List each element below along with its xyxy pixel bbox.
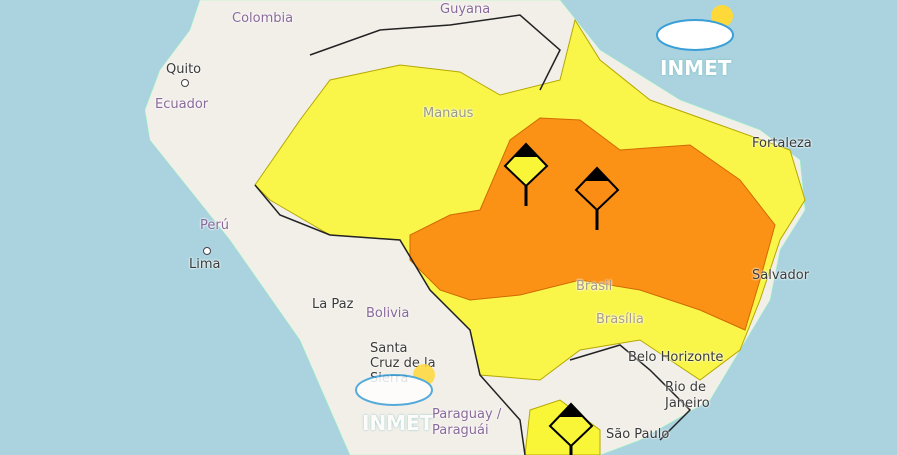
country-border <box>569 344 692 441</box>
label-brasilia: Brasília <box>596 312 644 327</box>
label-manaus: Manaus <box>423 106 474 121</box>
label-brasil: Brasil <box>576 279 613 294</box>
label-la-paz: La Paz <box>312 297 354 312</box>
label-belo-horizonte: Belo Horizonte <box>628 350 724 365</box>
label-peru: Perú <box>200 218 229 233</box>
label-quito: Quito <box>166 62 202 77</box>
cloud-sun-icon <box>656 5 734 51</box>
warning-marker-orange-icon[interactable] <box>574 166 620 230</box>
cloud-sun-icon <box>355 364 435 406</box>
inmet-logo: INMET <box>650 0 745 80</box>
label-paraguay: Paraguay / Paraguái <box>432 407 502 438</box>
label-sao-paulo: São Paulo <box>606 427 670 442</box>
inmet-logo-text: INMET <box>660 56 732 80</box>
label-colombia: Colombia <box>232 11 294 26</box>
city-marker <box>203 247 211 255</box>
label-salvador: Salvador <box>752 268 810 283</box>
city-marker <box>181 79 189 87</box>
label-guyana: Guyana <box>440 2 491 17</box>
country-border <box>254 184 526 455</box>
label-fortaleza: Fortaleza <box>752 136 812 151</box>
label-ecuador: Ecuador <box>155 97 209 112</box>
warning-marker-yellow-icon[interactable] <box>503 142 549 206</box>
inmet-watermark: INMET <box>352 355 447 445</box>
label-bolivia: Bolivia <box>366 306 410 321</box>
label-rio: Rio de Janeiro <box>665 380 710 411</box>
inmet-watermark-text: INMET <box>362 411 434 435</box>
country-border <box>309 14 561 91</box>
warning-marker-yellow-icon[interactable] <box>548 402 594 455</box>
label-lima: Lima <box>189 257 221 272</box>
